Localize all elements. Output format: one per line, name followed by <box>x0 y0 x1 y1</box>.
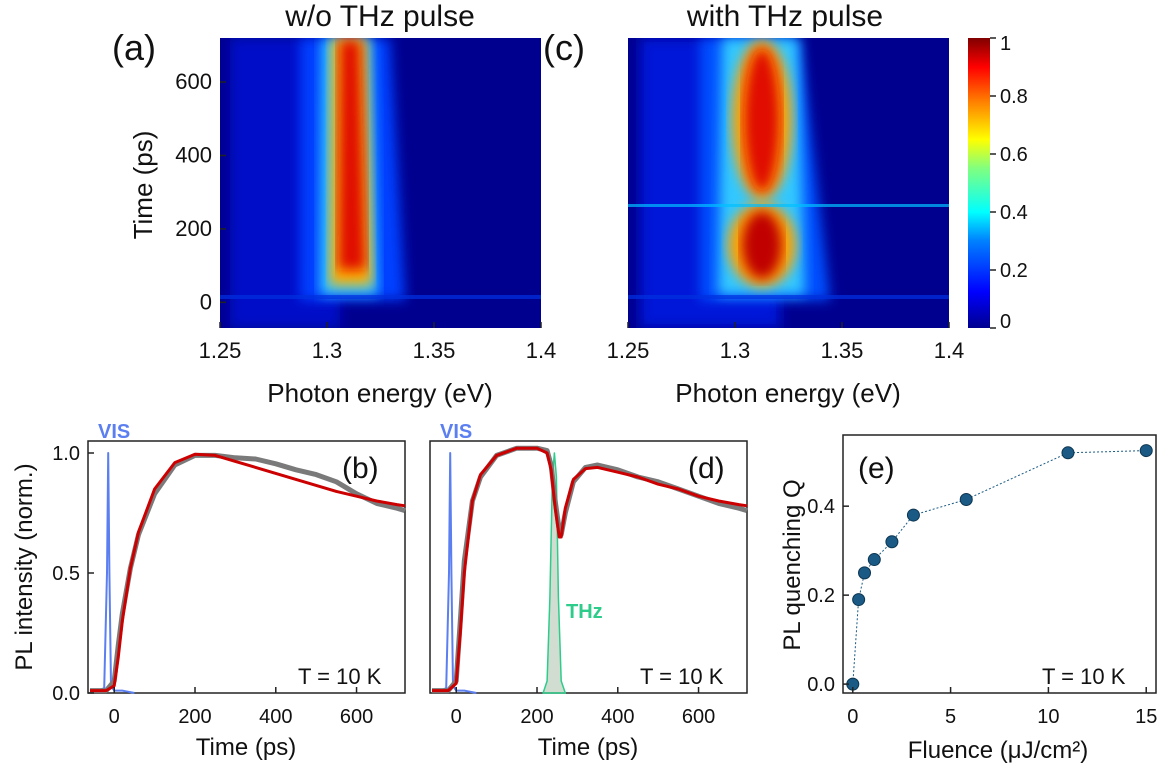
axis-d-series-fit <box>432 446 748 693</box>
panel-c-title: with THz pulse <box>686 0 883 33</box>
axis-c-xtick-label: 1.4 <box>934 338 965 363</box>
axis-d-xtick-label: 600 <box>682 706 715 728</box>
plot-b-series <box>90 452 406 694</box>
axis-e-xtick-label: 15 <box>1135 706 1157 728</box>
axis-e-data-point <box>852 593 866 607</box>
axis-e-connector-line <box>852 450 1147 685</box>
heatmap-c-upper-peak <box>744 48 780 192</box>
axes-d: 0 200 400 600 <box>451 687 715 728</box>
colorbar-gradient <box>968 38 990 328</box>
heatmap-a-zero-line <box>220 295 541 299</box>
axis-a-xtick-label: 1.25 <box>199 338 242 363</box>
axis-e-xtick-label: 10 <box>1037 706 1059 728</box>
axis-b-xtick-label: 200 <box>178 706 211 728</box>
heatmap-a <box>220 38 541 328</box>
panel-c-label: (c) <box>543 27 585 68</box>
axis-e-xtick-label: 0 <box>847 706 858 728</box>
heatmap-c-thz-line <box>628 204 949 207</box>
panel-d-vis-label: VIS <box>440 421 472 443</box>
axis-d-series-vis <box>432 452 477 694</box>
plot-d-frame <box>429 440 748 694</box>
axis-e-ytick-label: 0.2 <box>807 585 835 607</box>
axis-e-data-point <box>959 493 973 506</box>
xlabel-a: Photon energy (eV) <box>267 378 492 408</box>
xlabel-e: Fluence (μJ/cm²) <box>908 737 1089 764</box>
axes-c: 1.25 1.3 1.35 1.4 <box>607 322 965 363</box>
axis-b-xtick-label: 0 <box>109 706 120 728</box>
colorbar-ticks: 0 0.2 0.4 0.6 0.8 1 <box>990 33 1028 333</box>
xlabel-d: Time (ps) <box>538 734 638 761</box>
plot-e: 0 5 10 15 0.0 0.2 0.4 (e) T = 10 K Fluence (μJ… <box>779 434 1157 764</box>
xlabel-c: Photon energy (eV) <box>675 378 900 408</box>
colorbar-tick-label: 0.8 <box>1000 86 1028 108</box>
panel-a-label: (a) <box>112 27 156 68</box>
xlabel-b: Time (ps) <box>196 734 296 761</box>
axis-a-xtick-label: 1.4 <box>526 338 557 363</box>
heatmap-c-zero-line <box>628 295 949 299</box>
axis-a-ytick-label: 200 <box>175 216 212 241</box>
axis-a-ytick-label: 0 <box>200 289 212 314</box>
plot-b-frame <box>87 440 406 694</box>
axis-b-xtick-label: 600 <box>340 706 373 728</box>
axis-e-data-point <box>1061 446 1075 460</box>
heatmap-c <box>628 38 949 328</box>
plot-e-series <box>846 444 1153 691</box>
panel-d-annotation: T = 10 K <box>640 664 724 689</box>
panel-b-annotation: T = 10 K <box>298 664 382 689</box>
axis-b-ytick-label: 1.0 <box>52 443 80 465</box>
axis-b-series-pl <box>90 452 406 694</box>
panel-a-title: w/o THz pulse <box>284 0 475 33</box>
axis-e-data-point <box>867 553 881 567</box>
axis-e-ytick-label: 0.0 <box>807 674 835 696</box>
axis-d-xtick-label: 200 <box>520 706 553 728</box>
panel-b-label: (b) <box>342 452 379 485</box>
axis-e-ytick-label: 0.4 <box>807 496 835 518</box>
axis-b-xtick-label: 400 <box>259 706 292 728</box>
axis-c-xtick-label: 1.25 <box>607 338 650 363</box>
ylabel-b: PL intensity (norm.) <box>11 463 38 670</box>
plot-b: 0 200 400 600 0.0 0.5 1.0 (b) T = 10 K VIS Tim… <box>11 421 406 761</box>
axis-b-ytick-label: 0.0 <box>52 683 80 705</box>
colorbar-tick-label: 1 <box>1000 33 1011 55</box>
panel-b-vis-label: VIS <box>98 421 130 443</box>
axis-b-ytick-label: 0.5 <box>52 563 80 585</box>
heatmap-a-peak <box>338 40 366 270</box>
panel-d-thz-label: THz <box>566 601 603 623</box>
axis-b-series-fit <box>90 452 406 693</box>
colorbar-tick-label: 0.4 <box>1000 202 1028 224</box>
panel-e-label: (e) <box>858 452 895 485</box>
heatmap-c-lower-peak <box>742 211 782 279</box>
axis-a-ytick-label: 600 <box>175 69 212 94</box>
axis-e-xtick-label: 5 <box>945 706 956 728</box>
axis-d-xtick-label: 400 <box>601 706 634 728</box>
axis-e-data-point <box>885 535 899 549</box>
ylabel-a: Time (ps) <box>128 131 158 240</box>
colorbar-tick-label: 0.2 <box>1000 260 1028 282</box>
axis-a-xtick-label: 1.35 <box>413 338 456 363</box>
colorbar-tick-label: 0.6 <box>1000 144 1028 166</box>
axis-a-xtick-label: 1.3 <box>312 338 343 363</box>
axis-d-xtick-label: 0 <box>451 706 462 728</box>
plot-e-frame <box>842 434 1157 694</box>
axes-a: 1.25 1.3 1.35 1.4 0 200 400 600 <box>175 69 556 363</box>
colorbar-tick-label: 0 <box>1000 311 1011 333</box>
axis-e-data-point <box>858 566 872 580</box>
axes-b: 0 200 400 600 0.0 0.5 1.0 <box>52 443 373 728</box>
axis-c-xtick-label: 1.35 <box>821 338 864 363</box>
axis-a-ytick-label: 400 <box>175 142 212 167</box>
plot-d: 0 200 400 600 (d) T = 10 K VIS THz Time (ps… <box>429 421 748 761</box>
axis-e-data-point <box>906 508 920 522</box>
ylabel-e: PL quenching Q <box>779 479 806 650</box>
axis-e-data-point <box>1139 444 1153 458</box>
panel-d-label: (d) <box>688 452 725 485</box>
panel-e-annotation: T = 10 K <box>1042 664 1126 689</box>
axis-c-xtick-label: 1.3 <box>720 338 751 363</box>
plot-d-series <box>432 445 748 694</box>
colorbar: 0 0.2 0.4 0.6 0.8 1 <box>968 33 1028 333</box>
axis-d-series-thz <box>542 452 567 694</box>
axes-e: 0 5 10 15 0.0 0.2 0.4 <box>807 496 1157 728</box>
